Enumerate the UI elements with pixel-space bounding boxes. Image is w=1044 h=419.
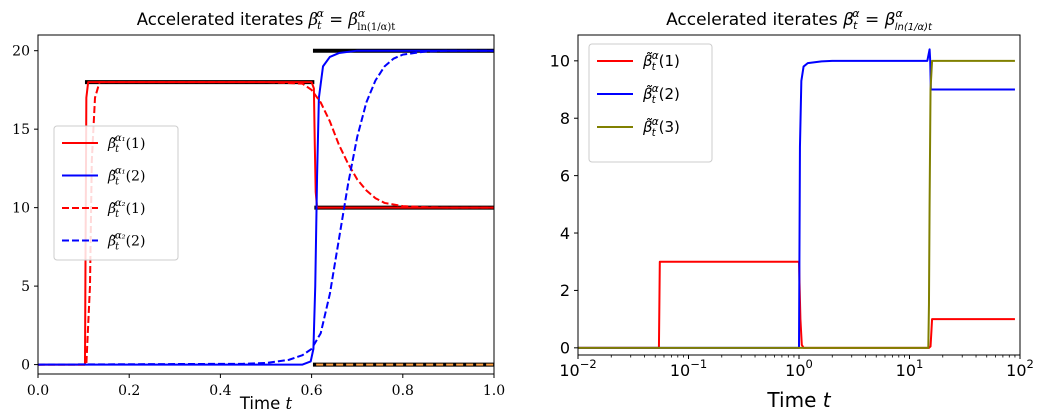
left-ytick-label: 20: [12, 44, 30, 60]
left-xtick-label: 0.6: [300, 383, 322, 399]
left-legend-box: [53, 125, 179, 261]
left-legend-label: β̃tα₁(2): [107, 166, 145, 188]
right-legend-label: β̃tα(3): [642, 116, 680, 139]
left-legend-label: β̃tα₂(2): [107, 231, 145, 253]
right-legend: β̃tα(1) β̃tα(2) β̃tα(3): [588, 43, 713, 163]
left-legend-label: β̃tα₂(1): [107, 198, 145, 220]
left-xtick-label: 0.2: [118, 383, 140, 399]
right-legend-label: β̃tα(2): [642, 83, 680, 106]
right-legend-box: [588, 43, 713, 163]
right-series-line-1: [578, 48, 1015, 349]
right-xlabel: Time t: [766, 388, 831, 412]
left-ytick-label: 5: [21, 279, 30, 295]
left-xlabel: Time t: [239, 394, 293, 413]
left-legend: β̃tα₁(1) β̃tα₁(2) β̃tα₂(1) β̃tα₂(2): [53, 125, 179, 261]
right-ytick-label: 0: [560, 339, 570, 358]
right-xtick-label: 102: [1006, 357, 1034, 380]
right-ytick-label: 4: [560, 224, 570, 243]
left-xtick-label: 0.0: [27, 383, 49, 399]
left-legend-label: β̃tα₁(1): [107, 133, 145, 155]
right-xtick-label: 10−1: [670, 357, 707, 380]
left-ytick-label: 0: [21, 358, 30, 374]
left-ytick-label: 10: [12, 201, 30, 217]
right-ytick-label: 2: [560, 281, 570, 300]
right-chart: Accelerated iterates βtα = βα ln(1/α)t 10…: [550, 7, 1034, 412]
right-xtick-label: 100: [785, 357, 813, 380]
right-xtick-label: 10−2: [559, 357, 596, 380]
right-xtick-label: 101: [896, 357, 924, 380]
right-ytick-label: 10: [550, 52, 570, 71]
right-series-line-2: [578, 59, 1015, 349]
left-xtick-label: 0.4: [209, 383, 231, 399]
left-xtick-label: 0.8: [392, 383, 414, 399]
left-series-line-1: [38, 49, 494, 366]
left-ytick-label: 15: [12, 122, 30, 138]
right-ytick-label: 8: [560, 109, 570, 128]
left-chart-title: Accelerated iterates βtα = βα ln(1/α)t: [137, 7, 396, 33]
left-series-line-3: [38, 49, 494, 366]
right-legend-label: β̃tα(1): [642, 50, 680, 73]
right-chart-title: Accelerated iterates βtα = βα ln(1/α)t: [666, 7, 933, 33]
right-series-line-0: [578, 260, 1015, 349]
left-axes-frame: [37, 34, 495, 375]
right-ytick-label: 6: [560, 166, 570, 185]
left-chart: Accelerated iterates βtα = βα ln(1/α)t 0.…: [12, 7, 505, 413]
left-xtick-label: 1.0: [483, 383, 505, 399]
